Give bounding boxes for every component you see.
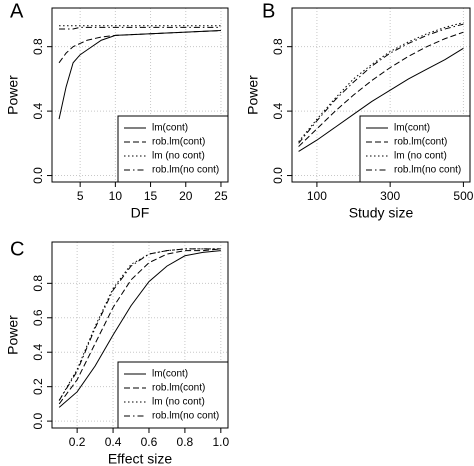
y-tick-label: 0.4 xyxy=(31,344,45,361)
x-tick-label: 500 xyxy=(453,189,473,203)
legend-box xyxy=(117,361,229,429)
x-tick-label: 25 xyxy=(214,189,228,203)
legend-label: rob.lm(no cont) xyxy=(394,165,461,176)
legend-box xyxy=(117,115,229,183)
x-tick-label: 0.6 xyxy=(141,435,158,449)
y-tick-label: 0.4 xyxy=(31,102,45,119)
y-tick-label: 0.6 xyxy=(31,309,45,326)
series-line xyxy=(298,23,464,144)
series-line xyxy=(298,31,464,147)
x-tick-label: 15 xyxy=(144,189,158,203)
series-line xyxy=(58,248,221,405)
x-tick-label: 0.2 xyxy=(69,435,86,449)
legend-box xyxy=(359,115,471,183)
series-line xyxy=(58,250,221,408)
series-line xyxy=(298,47,464,152)
x-tick-label: 0.4 xyxy=(105,435,122,449)
y-tick-label: 0.0 xyxy=(271,167,285,184)
y-tick-label: 0.0 xyxy=(31,167,45,184)
x-axis-label: DF xyxy=(131,205,150,221)
panel-label: A xyxy=(10,0,24,22)
y-tick-label: 0.8 xyxy=(271,38,285,55)
legend-label: lm(cont) xyxy=(152,123,188,134)
y-tick-label: 0.2 xyxy=(31,378,45,395)
panel-label: C xyxy=(10,238,24,260)
y-axis-label: Power xyxy=(245,75,261,115)
x-tick-label: 100 xyxy=(307,189,327,203)
y-tick-label: 0.8 xyxy=(31,275,45,292)
x-tick-label: 300 xyxy=(380,189,400,203)
legend-label: lm(cont) xyxy=(394,123,430,134)
legend-label: lm (no cont) xyxy=(394,151,447,162)
y-tick-label: 0.8 xyxy=(31,38,45,55)
series-line xyxy=(58,248,221,401)
series-line xyxy=(58,30,221,64)
x-tick-label: 5 xyxy=(77,189,84,203)
legend-label: rob.lm(cont) xyxy=(394,137,447,148)
x-tick-label: 20 xyxy=(179,189,193,203)
legend-label: lm (no cont) xyxy=(152,151,205,162)
x-tick-label: 0.8 xyxy=(177,435,194,449)
y-axis-label: Power xyxy=(5,315,21,355)
legend-label: rob.lm(no cont) xyxy=(152,411,219,422)
y-tick-label: 0.4 xyxy=(271,102,285,119)
x-axis-label: Study size xyxy=(349,205,414,221)
x-tick-label: 1.0 xyxy=(212,435,229,449)
panel-label: B xyxy=(262,0,275,22)
series-line xyxy=(59,26,221,30)
series-line xyxy=(58,30,221,120)
y-axis-label: Power xyxy=(5,75,21,115)
legend-label: lm(cont) xyxy=(152,369,188,380)
legend-label: rob.lm(cont) xyxy=(152,383,205,394)
x-axis-label: Effect size xyxy=(108,451,173,466)
legend-label: rob.lm(no cont) xyxy=(152,165,219,176)
legend-label: lm (no cont) xyxy=(152,397,205,408)
y-tick-label: 0.0 xyxy=(31,412,45,429)
x-tick-label: 10 xyxy=(109,189,123,203)
legend-label: rob.lm(cont) xyxy=(152,137,205,148)
